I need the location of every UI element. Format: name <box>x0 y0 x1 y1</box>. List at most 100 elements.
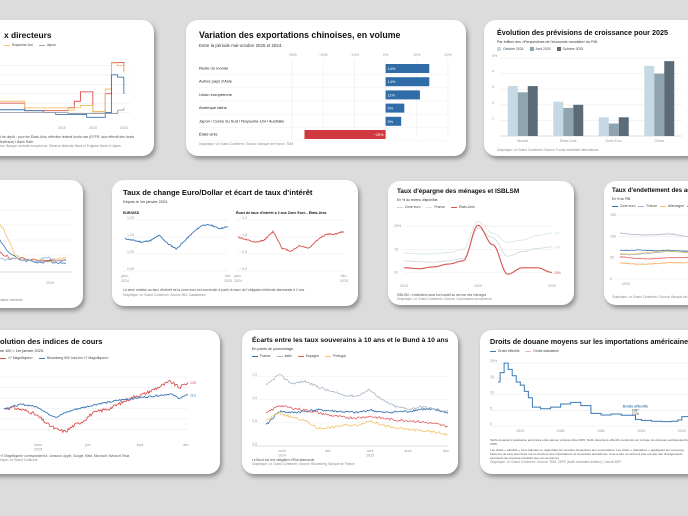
chart-legend: Zone euro France États-Unis <box>397 205 519 209</box>
chart-debt: 0501001502000201 <box>610 213 688 286</box>
chart-eurusd: 1,201,101,000,90janv.2024déc.2025−1,2−1,… <box>120 216 348 283</box>
x-tick-label: Zone Euro <box>605 139 622 143</box>
series-line-italie <box>265 373 449 412</box>
series-line <box>619 262 688 265</box>
y-tick-label: 1,20 <box>127 216 134 220</box>
legend-item[interactable]: Portugal <box>325 354 346 358</box>
chart-source: Graphique: Le Grand Continent • Source: … <box>199 142 294 146</box>
bar-chine <box>654 73 665 136</box>
series-line-zone-euro <box>403 228 553 263</box>
y-tick-label: −3,0 <box>240 267 247 271</box>
legend-item[interactable]: Espagne <box>297 354 319 358</box>
card-policy-rates[interactable]: x directeurs Royaume-Uni Japon 2015 2020 2… <box>0 20 154 156</box>
y-tick-label: 1,10 <box>127 233 134 237</box>
y-tick-label: 0,0 <box>252 442 257 446</box>
chart-source: ntique nationale <box>0 298 23 302</box>
legend-swatch <box>660 205 667 207</box>
card-debt[interactable]: Taux d'endettement des admin En % du PIB… <box>604 181 688 305</box>
series-line-spread <box>237 230 345 252</box>
legend-item[interactable]: Droits effectifs <box>490 349 519 353</box>
chart-source: Graphique: Le Grand Continent • Source: … <box>252 462 355 466</box>
x-tick-label: 2025 <box>548 284 556 288</box>
bar-zone euro <box>618 117 629 136</box>
y-tick-label: 3 <box>492 85 494 89</box>
x-tick-label: déc <box>183 443 189 447</box>
y-tick-label: 0 <box>610 277 612 281</box>
series-line-royaume-uni <box>0 62 125 113</box>
y-tick-label: 0,90 <box>127 267 134 271</box>
chart-legend: Droits effectifs Droits statutaires <box>490 349 688 353</box>
chart-title: x directeurs <box>4 30 52 40</box>
legend-swatch <box>397 206 403 208</box>
y-tick-label: 4 <box>492 70 494 74</box>
y-tick-label: 20% <box>394 224 402 228</box>
legend-swatch <box>451 206 458 208</box>
chart-source: hique: Le Grand Continent <box>0 458 38 462</box>
legend-label: Droits statutaires <box>533 349 559 353</box>
card-china-exports[interactable]: Variation des exportations chinoises, en… <box>186 20 466 156</box>
category-label: Amérique latine <box>199 105 228 110</box>
legend-label: Portugal <box>333 354 346 358</box>
chart-note: Le Bund est une obligation d'État allema… <box>252 458 315 462</box>
category-label: Union européenne <box>199 92 233 97</box>
legend-item[interactable]: Avril 2025 <box>529 47 551 51</box>
series-line-eurusd <box>124 224 229 250</box>
x-tick-label: déc <box>443 449 449 453</box>
x-tick-label: États-Unis <box>560 138 577 143</box>
x-tick-label: déc. <box>341 274 348 278</box>
series-line-japon <box>0 107 125 114</box>
legend-item[interactable]: France <box>252 354 271 358</box>
legend-swatch <box>426 206 433 208</box>
legend-item[interactable]: Italie <box>276 354 292 358</box>
legend-swatch <box>38 357 45 359</box>
legend-item[interactable]: Bloomberg 500 hors les «7 Magnifiques» <box>38 356 109 360</box>
legend-item[interactable]: «7 Magnifiques» <box>0 356 33 360</box>
legend-item[interactable]: Allemagne <box>660 204 684 208</box>
legend-item[interactable]: Octobre 2024 <box>497 47 524 51</box>
series-line <box>619 249 688 252</box>
card-tariffs[interactable]: Droits de douane moyens sur les importat… <box>480 330 688 474</box>
legend-item[interactable]: Zone euro <box>612 204 635 208</box>
annotation-value: 2,1% <box>632 412 639 416</box>
legend-label: Allemagne <box>668 204 685 208</box>
category-label: Japon / Corée du Sud / Royaume-Uni / Aus… <box>199 118 285 123</box>
legend-swatch <box>638 205 645 207</box>
legend-label: France <box>646 204 658 208</box>
annotation-year: 1997 <box>632 408 639 412</box>
legend-item[interactable]: États-Unis <box>451 205 475 209</box>
card-spreads[interactable]: Écarts entre les taux souverains à 10 an… <box>242 330 458 474</box>
chart-subtitle: Entre la période mai-octobre 2025 et 202… <box>199 43 283 48</box>
y-tick-label: 1 <box>492 116 494 120</box>
legend-swatch <box>529 47 534 51</box>
legend-item[interactable]: Octobre 2025 <box>556 47 583 51</box>
series-line <box>619 256 688 260</box>
legend-swatch <box>297 355 304 357</box>
y-tick-label: 15 <box>490 375 494 379</box>
bar <box>385 116 402 126</box>
card-savings[interactable]: Taux d'épargne des ménages et ISBLSM En … <box>388 181 574 305</box>
legend-item[interactable]: France <box>426 205 445 209</box>
x-tick-label: déc. <box>225 274 232 278</box>
legend-item[interactable]: Zone euro <box>397 205 420 209</box>
card-bond-partial[interactable]: 2025 ntique nationale <box>0 180 83 308</box>
series-line-espagne <box>265 404 449 428</box>
panel-label-eurusd: EUR/USD <box>123 211 140 215</box>
bar <box>385 90 420 100</box>
series-line <box>0 256 67 263</box>
bar-monde <box>507 86 518 136</box>
x-tick-label: Chine <box>655 139 664 143</box>
x-tick-label: 2020 <box>474 284 482 288</box>
chart-title: Taux d'épargne des ménages et ISBLSM <box>397 188 520 195</box>
x-tick-label: 1980 <box>597 429 605 433</box>
chart-source: Graphique: Le Grand Continent • Source: … <box>497 148 599 152</box>
card-indices[interactable]: olution des indices de cours se 100 = 1e… <box>0 330 220 474</box>
legend-swatch <box>497 47 501 51</box>
card-imf-forecast[interactable]: Évolution des prévisions de croissance p… <box>484 20 688 156</box>
chart-title: Taux d'endettement des admin <box>612 187 688 194</box>
legend-label: Octobre 2024 <box>503 47 524 51</box>
legend-item[interactable]: Droits statutaires <box>525 349 559 353</box>
card-eurusd[interactable]: Taux de change Euro/Dollar et écart de t… <box>112 180 358 306</box>
bar-value-label: 14% <box>388 80 396 84</box>
legend-item[interactable]: France <box>638 204 657 208</box>
